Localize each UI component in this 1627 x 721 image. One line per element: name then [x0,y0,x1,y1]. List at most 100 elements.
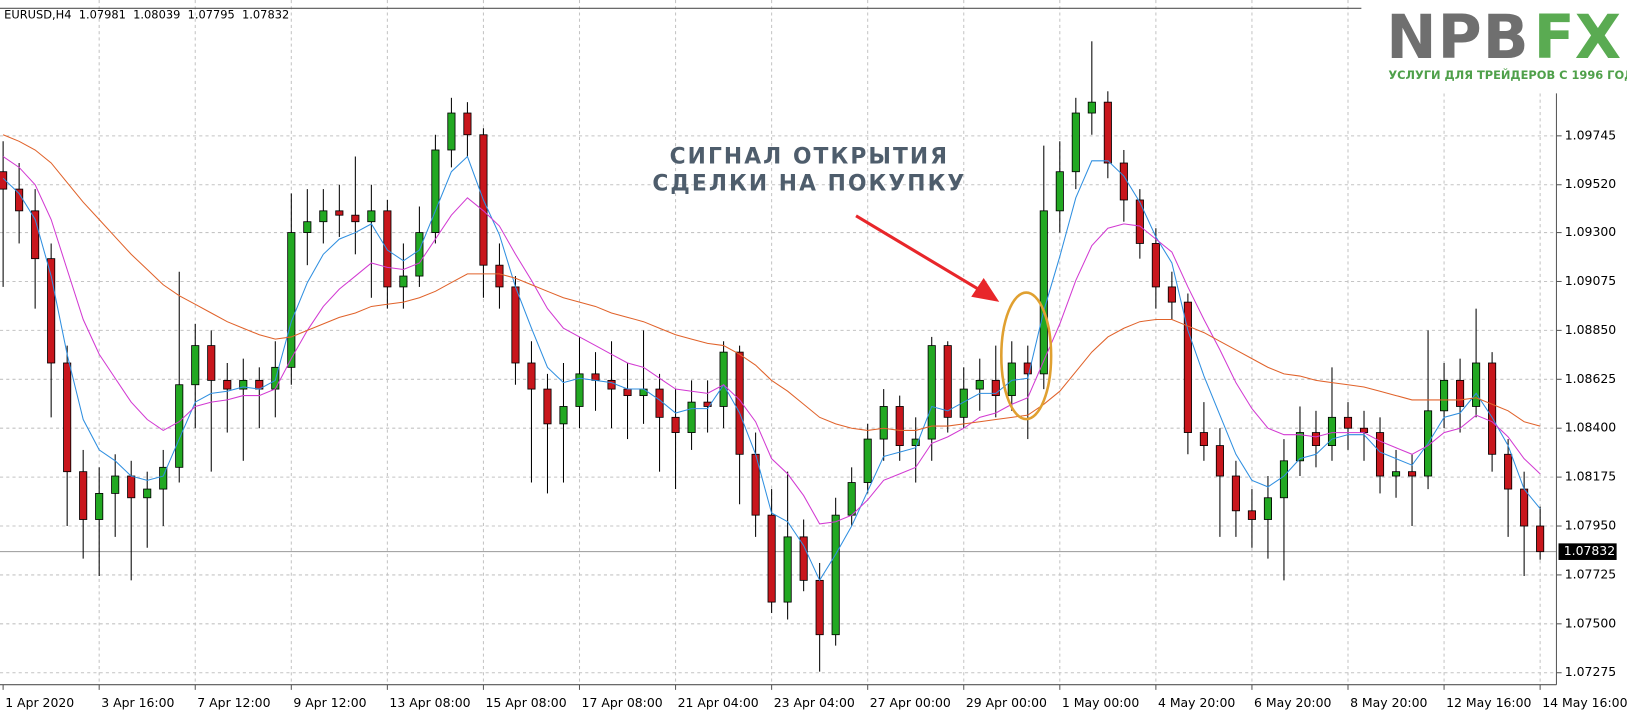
x-tick-label: 1 May 00:00 [1062,695,1139,710]
header-value: 1.08039 [133,7,180,21]
x-tick-label: 1 Apr 2020 [5,695,74,710]
x-tick-label: 21 Apr 04:00 [678,695,759,710]
y-tick-label: 1.08175 [1565,469,1616,484]
candle-body [1327,416,1337,447]
candle-body [79,471,88,520]
y-tick-label: 1.07725 [1565,566,1616,581]
y-tick-label: 1.09520 [1565,176,1617,191]
candle-body [383,210,392,288]
x-tick-label: 15 Apr 08:00 [486,695,567,710]
candle-body [1279,460,1289,499]
axes: 1.07275 1.07500 1.07725 1.07950 1.08175 1.084… [2,127,1627,710]
candle-body [847,482,856,516]
header-value: 1.07981 [79,7,126,21]
candle-body [495,264,504,288]
candle-body [527,362,536,390]
y-tick-label: 1.07500 [1565,615,1617,630]
candle-body [1199,432,1208,447]
candle-body [175,384,184,468]
y-tick-label: 1.09745 [1565,127,1616,142]
candle-body [1520,488,1529,527]
candle-body [719,351,728,407]
candle-body [15,188,24,212]
candle-body [1055,171,1064,212]
candle-body [1407,471,1417,477]
y-tick-label: 1.07950 [1565,518,1617,533]
candle-body [95,492,104,520]
x-tick-label: 13 Apr 08:00 [389,695,470,710]
candle-body [1247,510,1256,520]
candle-body [1183,301,1192,433]
candle-body [767,514,776,603]
header: EURUSD,H4 1.07981 1.08039 1.07795 1.07832 [4,7,289,21]
candle-body [1391,471,1401,477]
candle-body [1135,199,1144,244]
candle-body [1119,162,1128,201]
candle-body [783,536,792,603]
candle-body [703,401,712,407]
candle-body [1504,453,1513,490]
candle-body [335,210,344,216]
arrow-head [971,278,1000,302]
candle-body [911,438,920,447]
candle-body [127,475,136,499]
candle-body [975,379,984,390]
candle-body [863,438,872,483]
candle-body [735,351,744,455]
arrow-shaft [855,214,987,295]
candle-body [1167,286,1176,303]
candle-body [991,379,1000,397]
candle-body [687,401,696,433]
candle-body [1007,362,1016,397]
candle-body [31,210,40,260]
x-tick-label: 12 May 16:00 [1446,695,1531,710]
candle-body [575,373,584,407]
x-tick-label: 3 Apr 16:00 [101,695,174,710]
x-tick-label: 14 May 16:00 [1542,695,1627,710]
annotation-line: СДЕЛКИ НА ПОКУПКУ [652,172,966,197]
x-tick-label: 4 May 20:00 [1158,695,1235,710]
logo-background [1369,0,1627,94]
header-symbol: EURUSD,H4 [4,7,71,21]
candle-body [943,345,952,418]
candle-body [191,345,200,386]
candle-body [1103,101,1112,164]
annotation-line: СИГНАЛ ОТКРЫТИЯ [670,145,949,170]
candle-body [511,286,520,364]
indicator-line [2,156,1541,525]
signal-highlight [1000,291,1053,421]
candle-body [463,112,472,136]
logo-npb: NPB [1386,3,1529,73]
candle-body [63,362,72,473]
candle-body [319,210,328,223]
candle-body [1295,432,1305,462]
candle-body [1375,432,1385,477]
candle-body [607,379,616,390]
candle-body [1263,497,1272,520]
candle-body [303,221,312,233]
plot [0,41,1557,672]
candle-body [623,388,632,397]
candle-body [351,214,360,223]
candle-body [543,388,552,425]
candle-body [1488,362,1497,455]
candle-body [1359,427,1369,433]
x-tick-label: 7 Apr 12:00 [197,695,270,710]
candle-body [447,112,456,151]
y-tick-label: 1.08625 [1565,371,1616,386]
y-tick-label: 1.09300 [1565,224,1617,239]
candle-body [1023,362,1032,375]
candle-body [415,232,424,277]
header-value: 1.07832 [242,7,289,21]
header-value: 1.07795 [188,7,235,21]
current-price-box [1558,543,1617,560]
logo-tagline: УСЛУГИ ДЛЯ ТРЕЙДЕРОВ С 1996 ГОДА [1388,67,1627,82]
candle-body [143,488,152,499]
logo-fx: FX [1534,3,1621,73]
candle-body [1039,210,1048,375]
candle-body [1215,445,1224,477]
candle-body [927,345,936,440]
candle-body [431,149,440,233]
